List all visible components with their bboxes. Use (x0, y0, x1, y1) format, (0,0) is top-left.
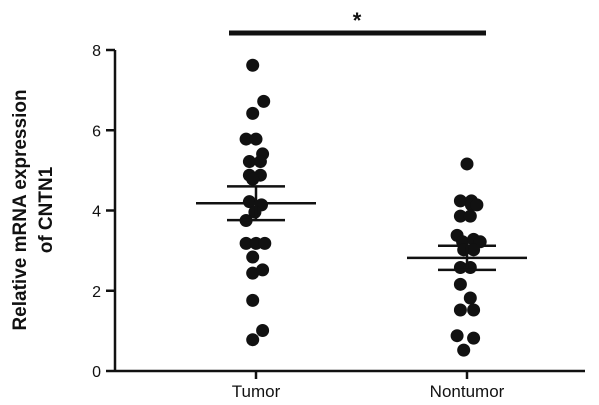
data-point (453, 194, 467, 208)
data-point (467, 303, 481, 317)
y-tick-label: 6 (92, 123, 101, 140)
x-tick-label: Tumor (232, 382, 281, 401)
significance-annotation: * (229, 8, 486, 36)
y-axis-title-line-2: of CNTN1 (36, 166, 57, 253)
data-point (242, 155, 256, 169)
data-point (256, 263, 270, 277)
data-point (450, 329, 464, 343)
data-points (239, 58, 487, 357)
data-point (246, 250, 260, 264)
data-point (460, 157, 474, 171)
data-point (239, 132, 253, 146)
data-point (470, 198, 484, 212)
data-point (453, 277, 467, 291)
data-point (246, 58, 260, 72)
data-point (246, 172, 260, 186)
data-point (463, 291, 477, 305)
x-ticks: Tumor Nontumor (232, 371, 505, 401)
significance-star: * (353, 8, 362, 33)
y-axis-title: Relative mRNA expression of CNTN1 (10, 89, 57, 330)
data-point (257, 94, 271, 108)
data-point (467, 331, 481, 345)
y-axis-title-line-1: Relative mRNA expression (10, 89, 31, 330)
data-point (246, 266, 260, 280)
data-point (253, 155, 267, 169)
data-point (258, 236, 272, 250)
data-point (453, 209, 467, 223)
y-ticks: 0 2 4 6 8 (92, 43, 115, 381)
y-tick-label: 8 (92, 43, 101, 60)
y-tick-label: 2 (92, 284, 101, 301)
y-tick-label: 0 (92, 364, 101, 381)
data-point (457, 343, 471, 357)
data-point (463, 209, 477, 223)
y-tick-label: 4 (92, 204, 101, 221)
x-tick-label: Nontumor (430, 382, 505, 401)
data-point (453, 303, 467, 317)
data-point (246, 333, 260, 347)
data-point (249, 132, 263, 146)
data-point (242, 195, 256, 209)
data-point (256, 323, 270, 337)
data-point (246, 293, 260, 307)
data-point (239, 236, 253, 250)
data-point (246, 106, 260, 120)
mean-sem-bars (196, 185, 527, 272)
